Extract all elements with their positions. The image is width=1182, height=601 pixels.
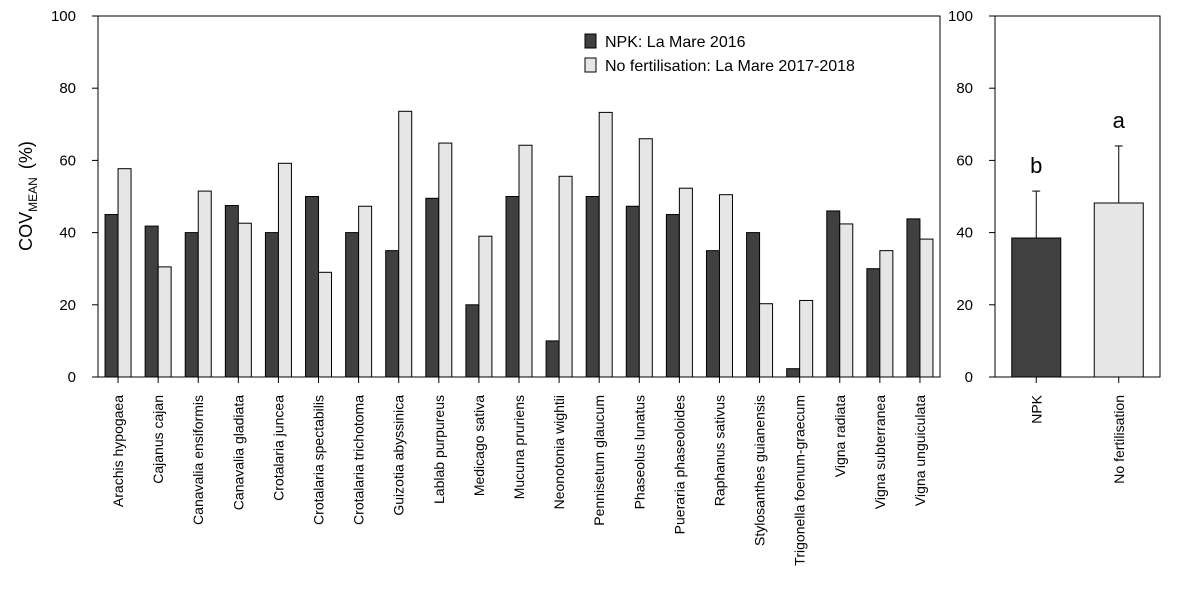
bar (625, 205, 640, 378)
y-tick-label: 40 (59, 225, 76, 242)
bar (705, 250, 720, 378)
y-label-main: COV (16, 212, 36, 251)
bar (237, 222, 252, 378)
x-tick-label: Trigonella foenum-graecum (792, 395, 808, 566)
legend-swatch (584, 57, 597, 73)
bar (305, 196, 320, 378)
x-tick-label: Canavalia ensiformis (190, 395, 206, 525)
y-label-sub: MEAN (26, 177, 40, 212)
x-tick-label: Cajanus cajan (150, 395, 166, 484)
x-tick-label: NPK (1028, 394, 1044, 423)
bar (678, 187, 693, 378)
bar (425, 197, 440, 378)
y-label-suffix: (%) (16, 141, 36, 169)
bar (746, 232, 761, 378)
bar (759, 303, 774, 378)
bar (264, 232, 279, 378)
bar (505, 196, 520, 378)
y-tick-label: 20 (956, 297, 973, 314)
bar (465, 304, 480, 378)
bar (318, 271, 333, 378)
bar (438, 142, 453, 378)
bar (665, 214, 680, 378)
bar (545, 340, 560, 378)
y-tick-label: 100 (948, 8, 973, 25)
bar (1093, 202, 1144, 378)
bar (558, 175, 573, 378)
bar (184, 232, 199, 378)
bar (224, 205, 239, 378)
y-tick-label: 40 (956, 225, 973, 242)
x-tick-label: Pueraria phaseoloides (671, 395, 687, 534)
bar (1011, 237, 1062, 378)
bar (585, 196, 600, 378)
y-tick-label: 100 (51, 8, 76, 25)
y-axis-label: COVMEAN (%) (16, 141, 40, 251)
bar (919, 238, 934, 378)
bar (518, 144, 533, 378)
y-tick-label: 60 (59, 152, 76, 169)
x-tick-label: Medicago sativa (471, 395, 487, 496)
x-tick-label: Vigna unguiculata (912, 395, 928, 506)
x-tick-label: Lablab purpureus (431, 395, 447, 504)
bar (197, 190, 212, 378)
x-tick-label: Vigna radiata (832, 395, 848, 477)
legend-label: No fertilisation: La Mare 2017-2018 (605, 58, 855, 75)
x-tick-label: Crotalaria juncea (270, 395, 286, 501)
y-tick-label: 0 (68, 369, 76, 386)
y-tick-label: 80 (59, 80, 76, 97)
x-tick-label: Arachis hypogaea (110, 395, 126, 507)
x-tick-label: No fertilisation (1111, 395, 1127, 484)
x-tick-label: Crotalaria trichotoma (351, 395, 367, 525)
bar (799, 299, 814, 378)
x-tick-label: Mucuna pruriens (511, 395, 527, 499)
y-tick-label: 20 (59, 297, 76, 314)
bar (277, 162, 292, 378)
bar (345, 232, 360, 378)
bar (839, 223, 854, 378)
bar (638, 138, 653, 378)
y-tick-label: 0 (965, 369, 973, 386)
bar (478, 235, 493, 378)
bar (385, 250, 400, 378)
x-tick-label: Guizotia abyssinica (391, 395, 407, 516)
bar (866, 268, 881, 378)
bar (398, 110, 413, 378)
bar (879, 250, 894, 378)
bar (906, 218, 921, 378)
y-tick-label: 60 (956, 152, 973, 169)
bar (718, 194, 733, 378)
x-tick-label: Raphanus sativus (711, 395, 727, 506)
bar (826, 210, 841, 378)
bar (144, 225, 159, 378)
bar (157, 266, 172, 378)
legend-label: NPK: La Mare 2016 (605, 34, 746, 51)
x-tick-label: Pennisetum glaucum (591, 395, 607, 526)
bar (598, 111, 613, 378)
bar (104, 214, 119, 378)
x-tick-label: Stylosanthes guianensis (752, 395, 768, 546)
x-tick-label: Crotalaria spectabilis (311, 395, 327, 525)
significance-letter: a (1113, 108, 1126, 133)
bar (786, 368, 801, 378)
legend-swatch (584, 33, 597, 49)
x-tick-label: Neonotonia wightii (551, 395, 567, 509)
plot-frame (994, 15, 1161, 378)
bar (117, 168, 132, 378)
x-tick-label: Vigna subterranea (872, 395, 888, 509)
bar (358, 205, 373, 378)
y-tick-label: 80 (956, 80, 973, 97)
significance-letter: b (1030, 153, 1042, 178)
x-tick-label: Canavalia gladiata (230, 395, 246, 510)
x-tick-label: Phaseolus lunatus (631, 395, 647, 509)
